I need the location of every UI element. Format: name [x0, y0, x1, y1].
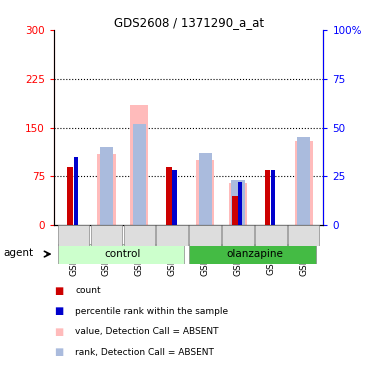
Bar: [133, 124, 146, 225]
Bar: [238, 182, 243, 225]
Bar: [264, 170, 271, 225]
Title: GDS2608 / 1371290_a_at: GDS2608 / 1371290_a_at: [114, 16, 264, 29]
Bar: [100, 147, 113, 225]
Bar: [288, 225, 320, 246]
Text: rank, Detection Call = ABSENT: rank, Detection Call = ABSENT: [75, 348, 214, 357]
Bar: [232, 196, 238, 225]
Bar: [222, 225, 254, 246]
Text: control: control: [105, 249, 141, 259]
Bar: [91, 225, 122, 246]
Bar: [229, 183, 247, 225]
Text: count: count: [75, 286, 101, 295]
Bar: [199, 153, 212, 225]
Bar: [189, 225, 221, 246]
Bar: [295, 141, 313, 225]
Text: olanzapine: olanzapine: [226, 249, 283, 259]
Bar: [58, 225, 89, 246]
Text: ■: ■: [54, 306, 63, 316]
Bar: [58, 244, 184, 264]
Bar: [172, 170, 177, 225]
Bar: [156, 225, 188, 246]
Text: agent: agent: [4, 248, 34, 258]
Bar: [196, 160, 214, 225]
Bar: [67, 166, 73, 225]
Text: ■: ■: [54, 286, 63, 296]
Bar: [255, 225, 286, 246]
Text: ■: ■: [54, 348, 63, 357]
Text: ■: ■: [54, 327, 63, 337]
Bar: [189, 244, 316, 264]
Bar: [231, 180, 244, 225]
Bar: [271, 170, 275, 225]
Bar: [97, 153, 116, 225]
Bar: [74, 157, 78, 225]
Text: percentile rank within the sample: percentile rank within the sample: [75, 307, 228, 316]
Bar: [124, 225, 155, 246]
Bar: [130, 105, 148, 225]
Bar: [297, 137, 310, 225]
Text: value, Detection Call = ABSENT: value, Detection Call = ABSENT: [75, 327, 219, 336]
Bar: [166, 166, 172, 225]
